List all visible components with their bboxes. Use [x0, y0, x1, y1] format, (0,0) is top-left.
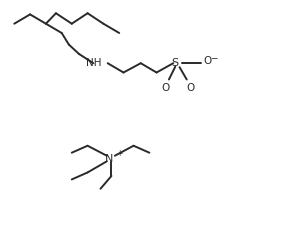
Text: NH: NH — [86, 58, 101, 68]
Text: +: + — [116, 149, 123, 158]
Text: N: N — [105, 154, 113, 164]
Text: O: O — [186, 83, 194, 93]
Text: O: O — [161, 83, 169, 93]
Text: −: − — [210, 53, 218, 62]
Text: S: S — [172, 58, 179, 68]
Text: O: O — [203, 56, 211, 66]
